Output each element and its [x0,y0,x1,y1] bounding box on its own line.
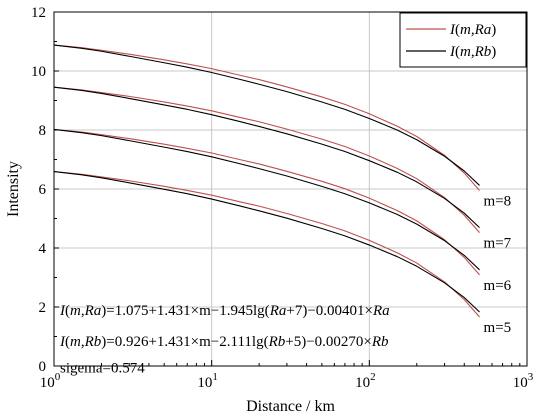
y-tick-label: 10 [31,64,46,80]
x-tick-label: 101 [197,371,218,391]
legend-label-rb: I(m,Rb) [449,44,496,60]
y-tick-label: 6 [39,182,47,198]
series-line-ra-m5 [53,171,480,318]
legend: I(m,Ra) I(m,Rb) [399,12,527,68]
series-line-rb-m5 [53,171,480,313]
x-tick-label: 102 [355,371,376,391]
series-line-rb-m7 [53,86,480,229]
formula-annotations: I(m,Ra)=1.075+1.431×m−1.945lg(Ra+7)−0.00… [59,303,390,377]
y-tick-label: 4 [39,241,47,257]
axis-ticks: 0 2 4 6 8 10 12 100 101 102 103 [31,5,534,391]
annotation-formula-rb: I(m,Rb)=0.926+1.431×m−2.111lg(Rb+5)−0.00… [59,334,389,350]
curve-label-m7: m=7 [484,236,512,252]
y-tick-label: 12 [31,5,46,21]
y-tick-label: 2 [39,300,47,316]
x-tick-label: 100 [40,371,61,391]
curve-label-m6: m=6 [484,278,512,294]
series-line-ra-m8 [53,44,480,191]
series-line-rb-m8 [53,44,480,186]
series-line-ra-m6 [53,128,480,276]
x-tick-label: 103 [513,371,534,391]
series-line-rb-m6 [53,128,480,271]
legend-label-ra: I(m,Ra) [449,22,496,38]
annotation-formula-ra: I(m,Ra)=1.075+1.431×m−1.945lg(Ra+7)−0.00… [59,303,390,319]
x-axis-label: Distance / km [246,398,335,415]
y-tick-label: 0 [39,359,47,375]
y-tick-label: 8 [39,123,47,139]
curve-label-m5: m=5 [484,320,512,336]
curve-label-m8: m=8 [484,193,512,209]
annotation-sigema: sigema=0.574 [60,360,145,376]
y-axis-label: Intensity [5,161,22,217]
series-lines [53,44,480,318]
grid [54,12,527,366]
legend-box [399,12,527,68]
curve-labels: m=8 m=7 m=6 m=5 [484,193,512,336]
series-line-ra-m7 [53,86,480,234]
